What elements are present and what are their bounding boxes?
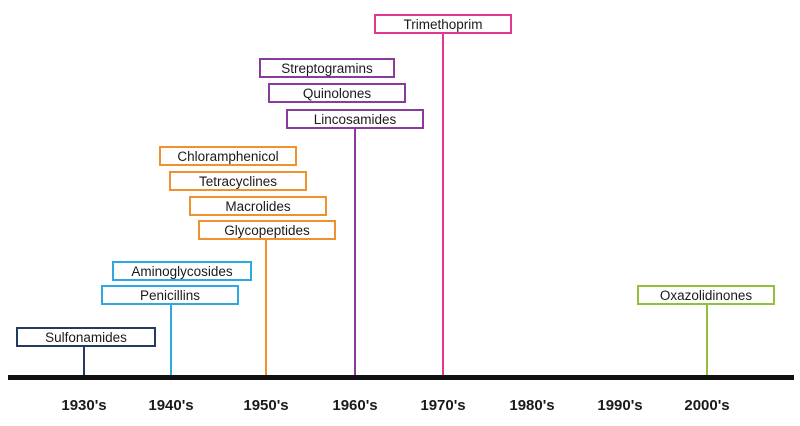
antibiotic-class-label: Penicillins bbox=[101, 285, 239, 305]
antibiotic-class-label: Aminoglycosides bbox=[112, 261, 252, 281]
timeline-stem bbox=[706, 305, 708, 375]
timeline-stem bbox=[265, 240, 267, 375]
decade-label: 1990's bbox=[597, 397, 643, 414]
decade-label: 1980's bbox=[509, 397, 555, 414]
antibiotic-class-label: Sulfonamides bbox=[16, 327, 156, 347]
antibiotic-class-label: Glycopeptides bbox=[198, 220, 336, 240]
antibiotic-class-label: Quinolones bbox=[268, 83, 406, 103]
decade-label: 2000's bbox=[684, 397, 730, 414]
antibiotic-class-label: Oxazolidinones bbox=[637, 285, 775, 305]
decade-label: 1950's bbox=[243, 397, 289, 414]
timeline-stem bbox=[354, 129, 356, 375]
antibiotic-class-label: Trimethoprim bbox=[374, 14, 512, 34]
antibiotic-class-label: Lincosamides bbox=[286, 109, 424, 129]
decade-label: 1930's bbox=[61, 397, 107, 414]
decade-label: 1970's bbox=[420, 397, 466, 414]
timeline-stem bbox=[170, 305, 172, 375]
antibiotic-class-label: Tetracyclines bbox=[169, 171, 307, 191]
decade-label: 1940's bbox=[148, 397, 194, 414]
timeline-axis bbox=[8, 375, 794, 380]
decade-label: 1960's bbox=[332, 397, 378, 414]
antibiotic-class-label: Chloramphenicol bbox=[159, 146, 297, 166]
antibiotic-class-label: Macrolides bbox=[189, 196, 327, 216]
timeline-stem bbox=[442, 34, 444, 375]
timeline-stem bbox=[83, 347, 85, 375]
antibiotic-class-label: Streptogramins bbox=[259, 58, 395, 78]
